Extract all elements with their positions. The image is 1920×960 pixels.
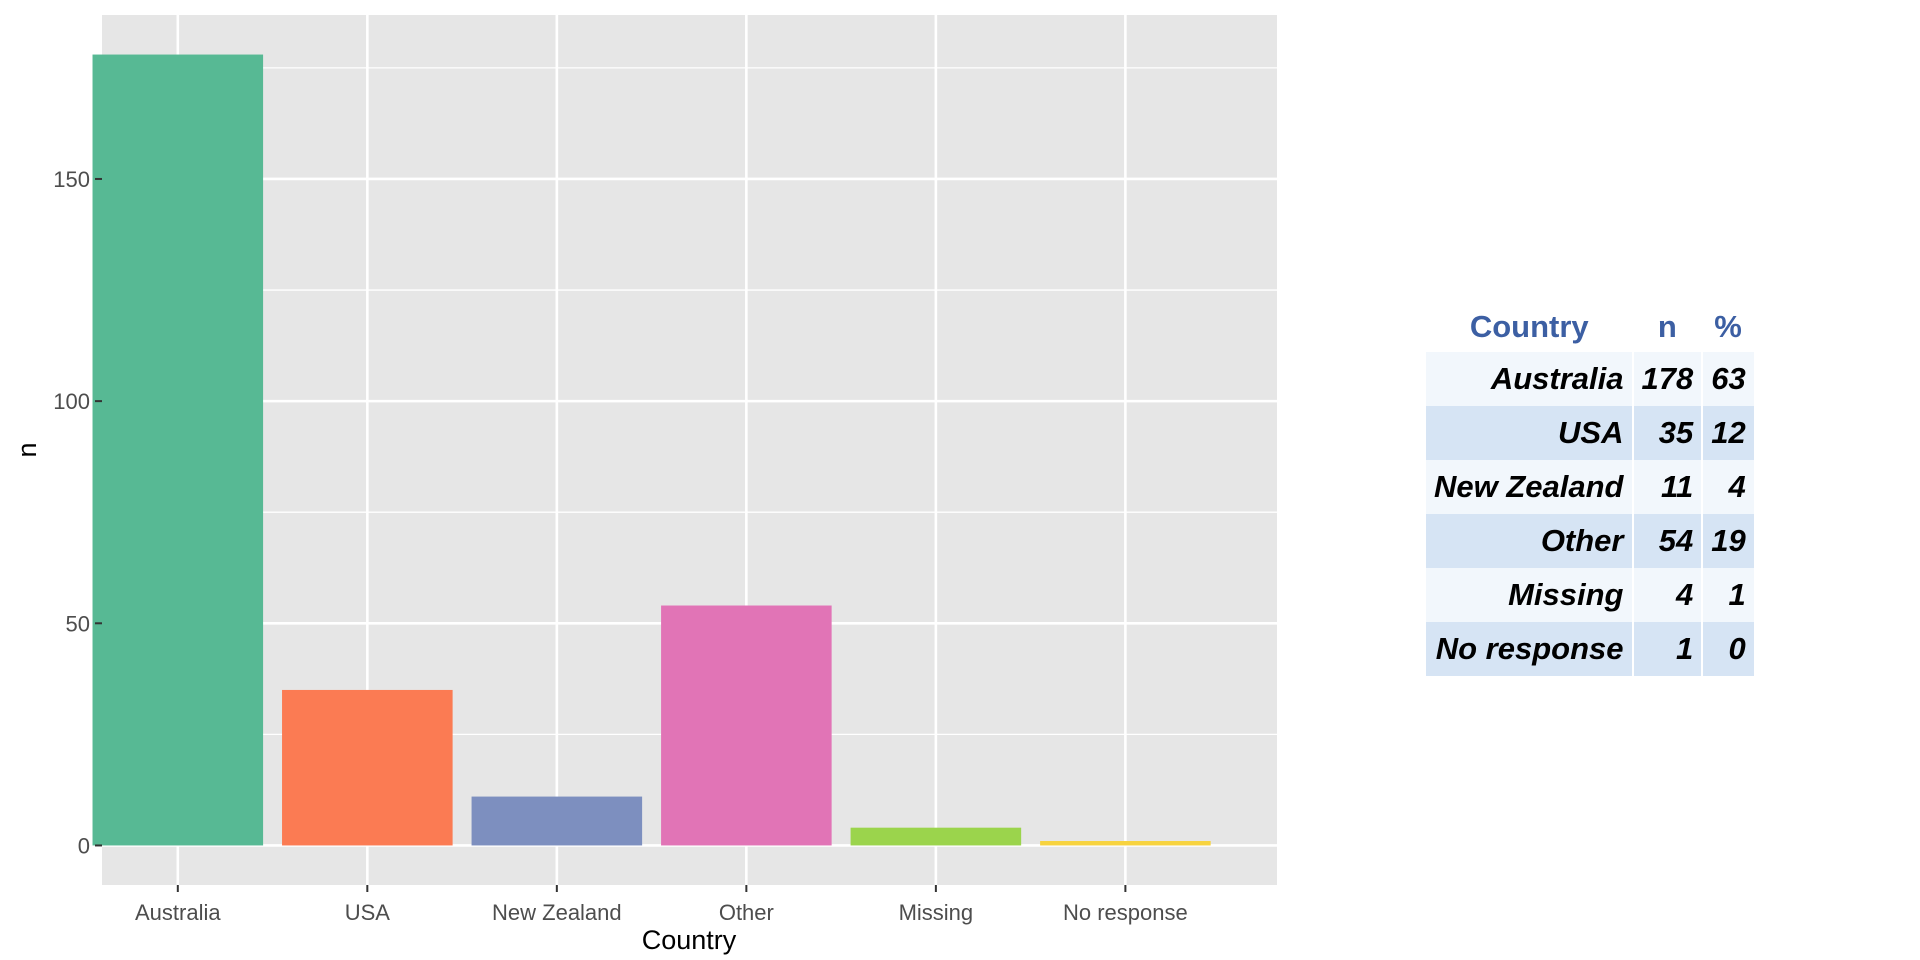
table-cell-percent: 1 (1701, 568, 1754, 622)
table-header-country: Country (1469, 309, 1589, 344)
bar (850, 827, 1022, 846)
table-cell-country: Missing (1508, 577, 1624, 612)
y-tick-label: 50 (66, 611, 90, 636)
y-axis-title: n (12, 442, 42, 457)
table-header-percent: % (1714, 309, 1742, 344)
y-tick-label: 150 (53, 167, 90, 192)
table-cell-n: 11 (1631, 460, 1703, 514)
bar (282, 689, 453, 846)
table-row: Other 54 19 (1426, 514, 1754, 568)
x-tick-label: Missing (899, 900, 974, 925)
bar (92, 54, 264, 846)
table-cell-country: Australia (1490, 361, 1624, 396)
y-tick-label: 100 (53, 389, 90, 414)
table-cell-percent: 4 (1701, 460, 1754, 514)
table-row: Missing 4 1 (1426, 568, 1754, 622)
table-cell-percent: 12 (1701, 406, 1754, 460)
table-header-row: Country n % (1426, 302, 1754, 352)
x-tick-label: Other (719, 900, 774, 925)
x-axis-title: Country (642, 925, 737, 955)
table-row: Australia 178 63 (1426, 352, 1754, 406)
table-header-n: n (1657, 309, 1677, 344)
x-tick-label: New Zealand (492, 900, 622, 925)
table-cell-percent: 19 (1701, 514, 1754, 568)
table-cell-n: 54 (1631, 514, 1703, 568)
table-cell-percent: 63 (1701, 352, 1754, 406)
bar (661, 605, 832, 846)
table-cell-n: 178 (1631, 352, 1703, 406)
table-cell-country: No response (1435, 631, 1624, 666)
x-tick-label: Australia (135, 900, 221, 925)
table-cell-country: USA (1558, 415, 1624, 450)
table-cell-n: 4 (1631, 568, 1703, 622)
bars (92, 54, 1211, 846)
x-tick-label: USA (345, 900, 391, 925)
table-row: USA 35 12 (1426, 406, 1754, 460)
table-cell-country: Other (1540, 523, 1624, 558)
bar (1040, 841, 1211, 846)
x-tick-label: No response (1063, 900, 1188, 925)
table-row: No response 1 0 (1426, 622, 1754, 676)
table-cell-n: 35 (1631, 406, 1703, 460)
y-tick-label: 0 (78, 833, 90, 858)
table-row: New Zealand 11 4 (1426, 460, 1754, 514)
bar (471, 796, 643, 846)
table-cell-n: 1 (1631, 622, 1703, 676)
table-cell-country: New Zealand (1434, 469, 1624, 504)
table-cell-percent: 0 (1701, 622, 1754, 676)
axes: 0 50 100 150 Australia USA New Zealand Other Mis… (53, 167, 1187, 925)
summary-table: Country n % Australia 178 63 USA 35 12 N… (1426, 302, 1754, 676)
